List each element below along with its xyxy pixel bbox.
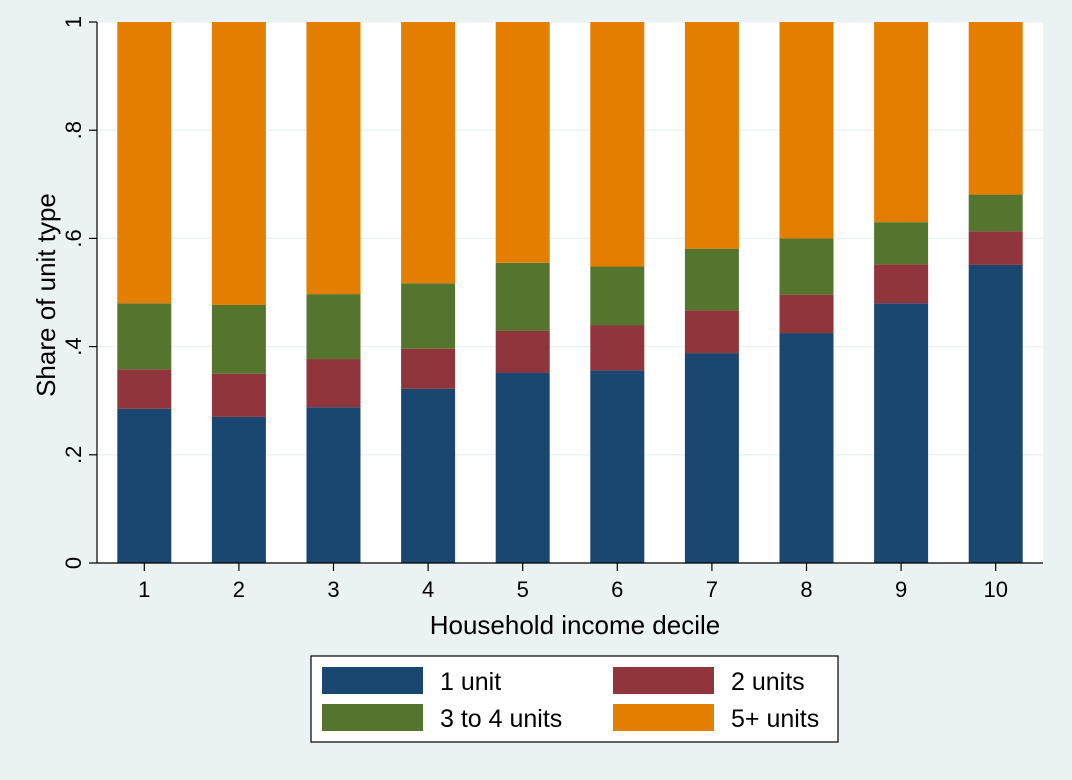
bar-segment [874,303,928,563]
bar-segment [401,22,455,283]
bar-segment [401,349,455,389]
legend-swatch [613,667,714,694]
bar-segment [969,231,1023,265]
legend-swatch [322,667,423,694]
bar-segment [496,263,550,331]
y-tick-label: .6 [61,229,86,247]
legend-label: 3 to 4 units [440,705,562,733]
x-tick-label: 3 [327,577,339,602]
legend-label: 1 unit [440,668,501,696]
y-tick-label: .4 [61,337,86,355]
bar-segment [874,22,928,222]
bar-segment [780,333,834,563]
bar-segment [685,249,739,311]
bar-segment [590,326,644,371]
bar-segment [307,22,361,294]
bar-segment [117,22,171,303]
bar-segment [874,264,928,303]
bar-segment [117,409,171,563]
bar-segment [685,310,739,353]
x-tick-label: 9 [895,577,907,602]
bar-segment [496,373,550,563]
bar-segment [969,195,1023,232]
x-tick-label: 7 [706,577,718,602]
bar-segment [307,407,361,563]
legend-swatch [613,704,714,731]
y-axis-title: Share of unit type [31,193,61,397]
bar-segment [969,22,1023,195]
bar-segment [401,283,455,348]
bar-segment [780,22,834,238]
y-tick-label: 1 [61,16,86,28]
x-tick-label: 10 [983,577,1007,602]
bar-segment [212,417,266,563]
bar-segment [590,370,644,563]
bar-segment [969,265,1023,563]
bar-segment [117,303,171,369]
legend-label: 2 units [731,668,805,696]
bar-segment [401,389,455,563]
y-tick-label: .8 [61,121,86,139]
y-tick-label: 0 [61,557,86,569]
bar-segment [780,238,834,294]
bar-segment [590,22,644,267]
legend-label: 5+ units [731,705,819,733]
legend: 1 unit 2 units 3 to 4 units 5+ units [311,656,838,742]
bar-segment [685,353,739,563]
x-tick-label: 1 [138,577,150,602]
y-ticks: 0 .2 .4 .6 .8 1 [61,16,97,569]
bar-segment [874,222,928,264]
bar-segment [212,305,266,374]
bar-segment [307,359,361,407]
x-axis-title: Household income decile [430,610,721,640]
x-tick-label: 2 [233,577,245,602]
bar-segment [590,267,644,326]
y-tick-label: .2 [61,446,86,464]
x-tick-label: 4 [422,577,434,602]
bar-segment [117,369,171,408]
legend-swatch [322,704,423,731]
bar-segment [212,374,266,417]
bar-segment [496,22,550,263]
bar-segment [212,22,266,305]
x-tick-label: 6 [611,577,623,602]
bar-segment [685,22,739,249]
bar-segment [496,331,550,373]
bar-segment [780,295,834,333]
x-tick-label: 8 [800,577,812,602]
x-tick-label: 5 [517,577,529,602]
x-ticks: 1 2 3 4 5 6 7 8 9 10 [138,563,1008,602]
bar-segment [307,294,361,359]
